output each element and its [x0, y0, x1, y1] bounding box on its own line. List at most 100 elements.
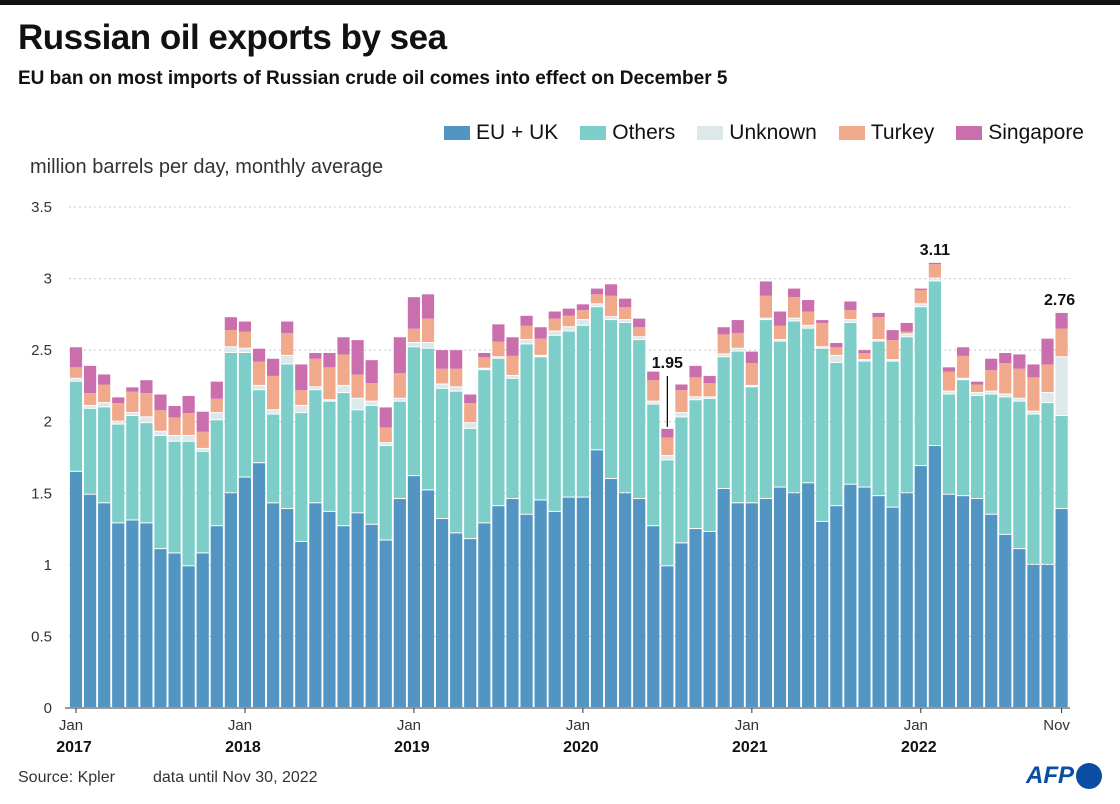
bar-segment-unknown — [407, 342, 421, 347]
legend-swatch — [838, 126, 865, 140]
bar-segment-turkey — [675, 390, 688, 413]
bar-segment-others — [1027, 414, 1040, 564]
bar-segment-singapore — [914, 288, 927, 291]
bar-segment-unknown — [633, 337, 646, 340]
y-tick-label: 3 — [44, 271, 52, 288]
bar-segment-unknown — [154, 431, 167, 436]
bar-segment-turkey — [619, 307, 632, 320]
bar-segment-unknown — [830, 355, 843, 363]
bar-segment-singapore — [182, 395, 195, 414]
bar-segment-others — [379, 446, 392, 540]
bar-segment-singapore — [886, 330, 899, 341]
bar-segment-others — [238, 353, 252, 477]
bar-segment-turkey — [590, 294, 604, 304]
bar-segment-singapore — [633, 318, 646, 328]
bar-segment-turkey — [196, 431, 209, 448]
bar-segment-eu-uk — [69, 471, 83, 707]
chart-subtitle: EU ban on most imports of Russian crude … — [18, 68, 728, 89]
bar-segment-singapore — [323, 353, 336, 368]
bar-segment-singapore — [773, 311, 787, 326]
bar-segment-singapore — [520, 315, 533, 326]
bar-segment-eu-uk — [985, 514, 998, 707]
bar-segment-others — [858, 361, 871, 487]
bar-segment-others — [745, 387, 758, 503]
bar-segment-eu-uk — [168, 553, 181, 707]
bar-segment-eu-uk — [830, 506, 843, 707]
bar-segment-unknown — [548, 331, 561, 335]
y-tick-label: 1 — [44, 557, 52, 574]
bar-segment-turkey — [168, 417, 181, 436]
bar-segment-singapore — [858, 350, 871, 354]
bar-segment-singapore — [1041, 338, 1054, 365]
top-rule — [0, 0, 1120, 5]
bar-segment-singapore — [309, 353, 322, 359]
afp-logo: AFP — [1026, 762, 1102, 790]
bar-segment-turkey — [985, 370, 998, 391]
bar-segment-unknown — [971, 393, 984, 395]
bar-segment-unknown — [83, 405, 97, 408]
bar-segment-others — [421, 348, 435, 490]
bar-segment-eu-uk — [1055, 509, 1068, 707]
bar-segment-singapore — [281, 321, 294, 333]
bar-segment-singapore — [956, 347, 970, 356]
bar-segment-eu-uk — [323, 511, 336, 707]
bar-segment-others — [140, 423, 153, 523]
bar-segment-singapore — [576, 304, 589, 311]
bar-segment-turkey — [576, 310, 589, 320]
bar-segment-singapore — [703, 375, 716, 384]
bar-segment-singapore — [661, 428, 674, 438]
bar-segment-singapore — [759, 281, 773, 296]
bar-segment-eu-uk — [379, 540, 392, 707]
bar-segment-singapore — [999, 353, 1012, 364]
bar-segment-singapore — [210, 381, 223, 399]
bar-segment-turkey — [506, 355, 519, 375]
bar-segment-unknown — [182, 436, 195, 441]
bar-segment-eu-uk — [281, 509, 294, 707]
bar-segment-singapore — [562, 308, 575, 316]
bar-segment-turkey — [435, 368, 449, 384]
bar-segment-eu-uk — [295, 541, 308, 707]
bar-segment-eu-uk — [703, 531, 716, 707]
bar-segment-turkey — [647, 380, 660, 401]
bar-segment-others — [281, 364, 294, 509]
bar-segment-singapore — [985, 358, 998, 371]
bar-segment-others — [1055, 415, 1068, 509]
x-tick-label: Jan — [59, 717, 83, 734]
bar-segment-unknown — [802, 325, 815, 328]
bar-segment-unknown — [238, 348, 252, 353]
bar-segment-singapore — [689, 365, 702, 378]
bar-segment-turkey — [787, 297, 801, 318]
bar-segment-singapore — [787, 288, 801, 298]
bar-segment-unknown — [1027, 411, 1040, 414]
bar-segment-eu-uk — [717, 488, 730, 707]
bar-segment-singapore — [224, 317, 237, 331]
bar-segment-others — [69, 381, 83, 471]
bar-segment-unknown — [661, 456, 674, 460]
bar-segment-turkey — [745, 363, 758, 385]
bar-segment-eu-uk — [83, 494, 97, 707]
bar-segment-singapore — [745, 351, 758, 364]
x-year-label: 2020 — [563, 739, 599, 756]
bar-segment-singapore — [872, 312, 885, 318]
legend-label: Others — [612, 121, 676, 144]
bar-segment-turkey — [731, 332, 744, 348]
bar-segment-unknown — [140, 417, 153, 423]
bar-segment-others — [267, 414, 280, 503]
legend-swatch — [697, 126, 724, 140]
bar-segment-eu-uk — [872, 496, 885, 707]
bar-segment-turkey — [604, 295, 618, 317]
x-tick-label: Jan — [735, 717, 759, 734]
bar-segment-others — [787, 321, 801, 493]
bar-segment-others — [773, 341, 787, 487]
logo-text: AFP — [1026, 762, 1074, 789]
bar-segment-singapore — [830, 342, 843, 348]
y-tick-label: 1.5 — [31, 485, 52, 502]
bar-segment-eu-uk — [210, 526, 223, 707]
bar-segment-turkey — [407, 328, 421, 342]
x-year-label: 2022 — [901, 739, 937, 756]
bar-segment-eu-uk — [492, 506, 505, 707]
bar-segment-turkey — [69, 367, 83, 378]
bar-segment-others — [689, 400, 702, 529]
bar-segment-eu-uk — [675, 543, 688, 707]
bar-segment-unknown — [675, 413, 688, 417]
